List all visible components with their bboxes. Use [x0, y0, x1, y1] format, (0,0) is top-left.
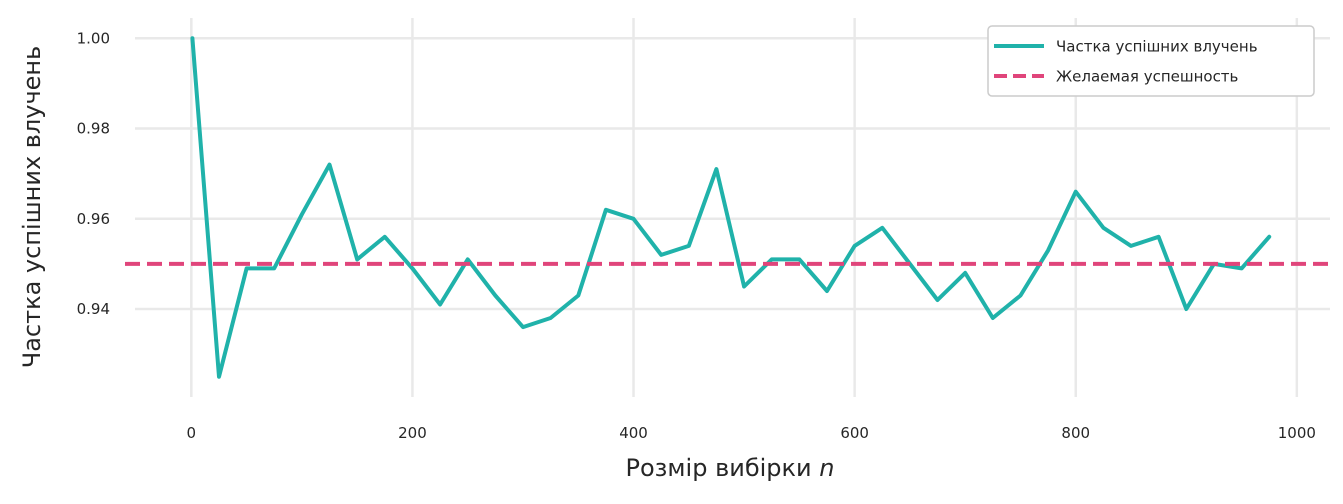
legend: Частка успішних влучень Желаемая успешно… — [987, 25, 1315, 97]
x-tick-label: 800 — [1061, 424, 1090, 442]
legend-box — [987, 25, 1315, 97]
x-axis-label-variable: n — [819, 454, 834, 482]
y-tick-label: 1.00 — [77, 29, 110, 47]
y-tick-label: 0.98 — [77, 120, 110, 138]
x-axis-label-text: Розмір вибірки — [626, 454, 820, 482]
y-tick-label: 0.94 — [77, 300, 110, 318]
success-rate-line — [190, 36, 1272, 379]
x-tick-label: 600 — [840, 424, 869, 442]
x-tick-label: 0 — [187, 424, 197, 442]
x-tick-label: 200 — [398, 424, 427, 442]
legend-label-success-rate: Частка успішних влучень — [1056, 38, 1258, 56]
x-axis-label: Розмір вибірки n — [626, 454, 835, 482]
x-tick-label: 400 — [619, 424, 648, 442]
series-layer — [125, 36, 1330, 379]
legend-label-desired-rate: Желаемая успешность — [1056, 68, 1238, 86]
y-tick-label: 0.96 — [77, 210, 110, 228]
x-tick-label: 1000 — [1278, 424, 1316, 442]
y-axis-label: Частка успішних влучень — [18, 46, 46, 368]
tick-labels: 0 200 400 600 800 1000 0.94 0.96 0.98 1.00 — [77, 29, 1316, 442]
